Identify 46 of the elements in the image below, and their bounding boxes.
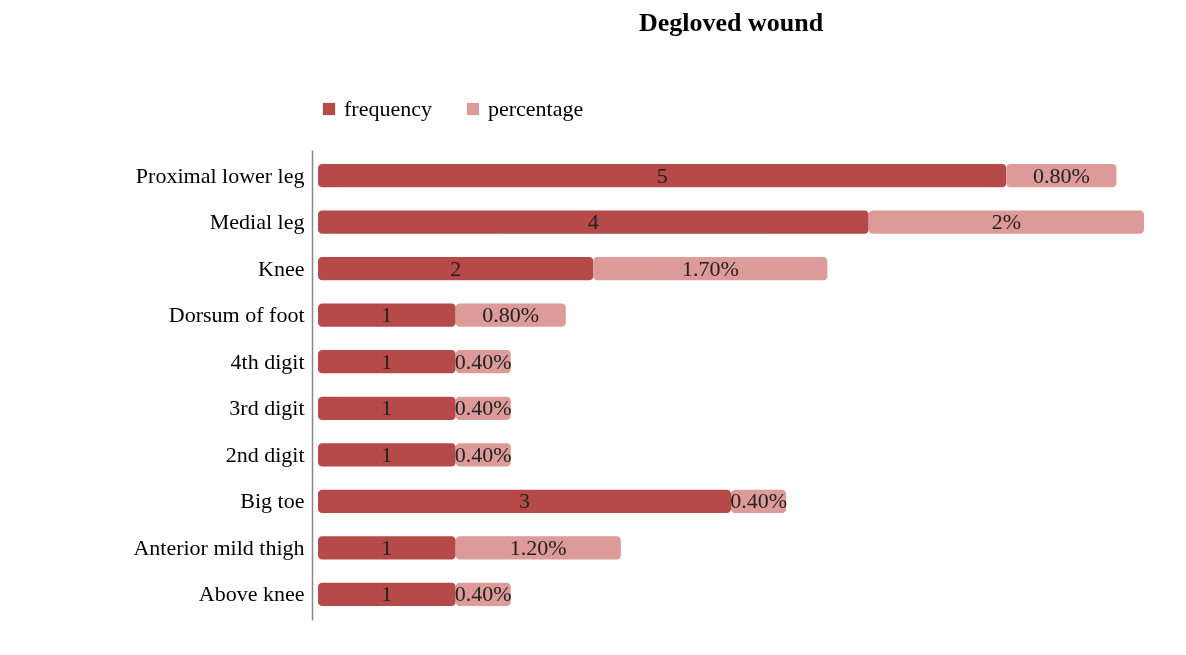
bar (318, 489, 731, 513)
bar (318, 257, 594, 281)
data-label: 5 (656, 162, 668, 188)
data-label: 1.70% (681, 255, 739, 281)
y-tick-label: Knee (258, 255, 305, 281)
data-label: 1.20% (509, 534, 567, 560)
data-label: 0.40% (730, 488, 787, 514)
data-label: 0.40% (454, 441, 512, 467)
bar (318, 210, 869, 234)
data-label: 1 (381, 302, 393, 328)
data-label: 0.80% (482, 302, 540, 328)
y-tick-label: 3rd digit (229, 395, 305, 421)
data-label: 4 (587, 209, 599, 235)
legend-label: frequency (344, 96, 432, 121)
data-label: 2 (450, 255, 462, 281)
bar (318, 582, 456, 607)
data-label: 0.80% (1032, 162, 1090, 188)
chart-title: Degloved wound (638, 8, 824, 37)
bar (318, 163, 1007, 188)
data-label: 1 (381, 395, 393, 421)
y-tick-label: Anterior mild thigh (133, 534, 305, 560)
bar (455, 536, 621, 560)
y-tick-label: Above knee (198, 581, 305, 607)
bar (318, 350, 456, 374)
bar (318, 396, 456, 420)
data-label: 0.40% (454, 395, 512, 421)
y-tick-label: 2nd digit (225, 441, 305, 467)
bar (318, 443, 456, 467)
y-tick-label: Big toe (240, 488, 305, 514)
data-label: 1 (381, 441, 393, 467)
legend-label: percentage (488, 96, 584, 121)
y-tick-label: Proximal lower leg (135, 162, 305, 188)
y-tick-label: Dorsum of foot (168, 302, 305, 328)
bar (868, 210, 1144, 234)
bar (318, 303, 456, 327)
y-tick-label: Medial leg (209, 209, 305, 235)
y-tick-label: 4th digit (230, 348, 305, 374)
bar (593, 257, 828, 281)
data-label: 2% (991, 209, 1021, 235)
data-label: 3 (519, 488, 530, 514)
data-label: 1 (381, 581, 393, 607)
data-label: 0.40% (454, 348, 512, 374)
data-label: 0.40% (454, 581, 512, 607)
data-label: 1 (381, 348, 393, 374)
data-label: 1 (381, 534, 393, 560)
bar (318, 536, 456, 560)
